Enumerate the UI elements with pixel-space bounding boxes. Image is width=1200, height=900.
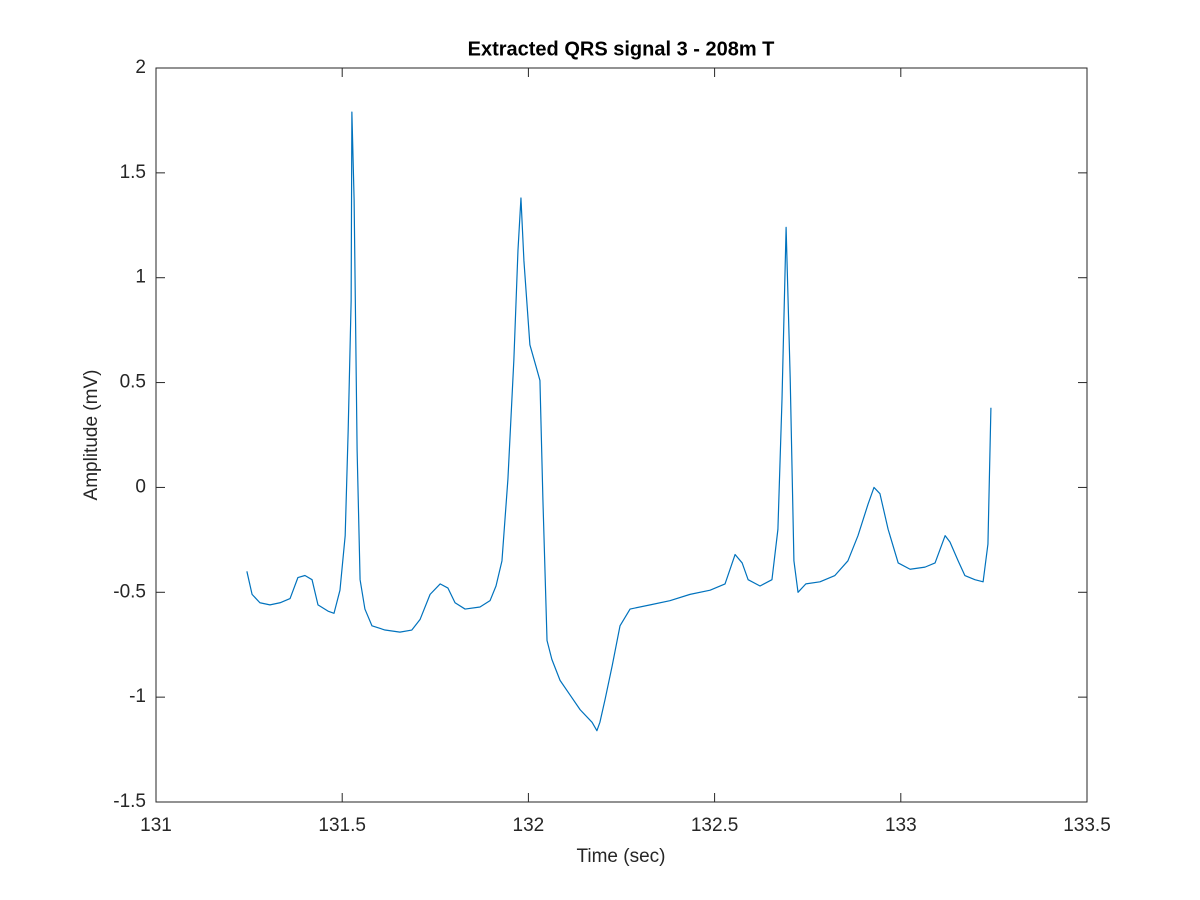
x-axis-label: Time (sec) bbox=[576, 846, 665, 867]
x-tick-label: 131 bbox=[140, 815, 172, 836]
signal-line bbox=[246, 111, 992, 732]
y-axis-label: Amplitude (mV) bbox=[81, 370, 102, 501]
y-tick-label: 1 bbox=[135, 267, 146, 288]
chart-title: Extracted QRS signal 3 - 208m T bbox=[468, 38, 775, 60]
y-tick-label: -1.5 bbox=[113, 791, 146, 812]
x-tick-label: 132 bbox=[513, 815, 545, 836]
y-tick-label: 1.5 bbox=[120, 162, 146, 183]
y-tick-label: -0.5 bbox=[113, 581, 146, 602]
y-tick-label: 2 bbox=[135, 57, 146, 78]
x-tick-label: 133 bbox=[885, 815, 917, 836]
y-tick-label: 0 bbox=[135, 476, 146, 497]
axes-box bbox=[155, 67, 1088, 803]
x-tick-label: 132.5 bbox=[691, 815, 739, 836]
x-tick-label: 133.5 bbox=[1063, 815, 1111, 836]
y-tick-label: 0.5 bbox=[120, 372, 146, 393]
x-tick-label: 131.5 bbox=[318, 815, 366, 836]
y-tick-label: -1 bbox=[129, 686, 146, 707]
